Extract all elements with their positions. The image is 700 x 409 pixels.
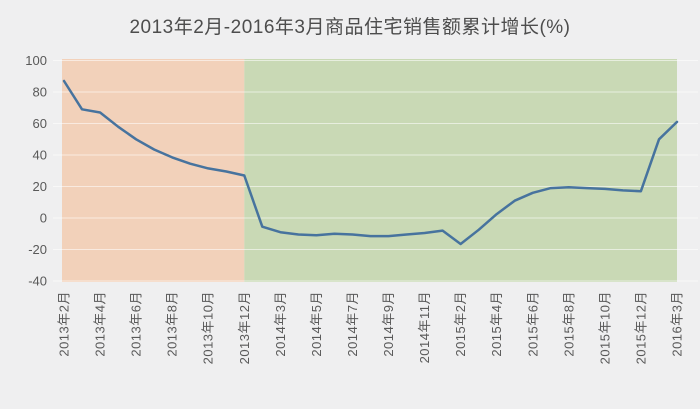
x-tick-label: 2014年7月 (345, 291, 360, 357)
x-tick-label: 2013年2月 (57, 291, 72, 357)
x-tick-label: 2014年5月 (309, 291, 324, 357)
x-tick-label: 2016年3月 (670, 291, 685, 357)
y-tick-label: 40 (33, 148, 47, 163)
x-tick-label: 2013年10月 (201, 291, 216, 364)
x-tick-label: 2015年6月 (525, 291, 540, 357)
x-tick-label: 2013年12月 (237, 291, 252, 364)
x-tick-label: 2013年8月 (165, 291, 180, 357)
x-tick-label: 2014年9月 (381, 291, 396, 357)
x-tick-label: 2015年4月 (489, 291, 504, 357)
x-tick-label: 2014年3月 (273, 291, 288, 357)
x-tick-label: 2013年6月 (129, 291, 144, 357)
x-tick-label: 2013年4月 (93, 291, 108, 357)
x-tick-label: 2014年11月 (417, 291, 432, 363)
y-tick-label: 100 (25, 53, 47, 68)
x-tick-label: 2015年8月 (561, 291, 576, 357)
y-tick-label: 60 (33, 116, 47, 131)
data-series-line (62, 79, 679, 246)
x-tick-label: 2015年10月 (597, 291, 612, 364)
y-tick-label: 80 (33, 85, 47, 100)
x-tick-label: 2015年2月 (453, 291, 468, 357)
y-tick-label: -20 (28, 242, 47, 257)
x-tick-label: 2015年12月 (633, 291, 648, 364)
y-tick-label: -40 (28, 274, 47, 289)
y-tick-label: 20 (33, 179, 47, 194)
y-tick-label: 0 (40, 211, 47, 226)
chart-title: 2013年2月-2016年3月商品住宅销售额累计增长(%) (129, 17, 571, 38)
